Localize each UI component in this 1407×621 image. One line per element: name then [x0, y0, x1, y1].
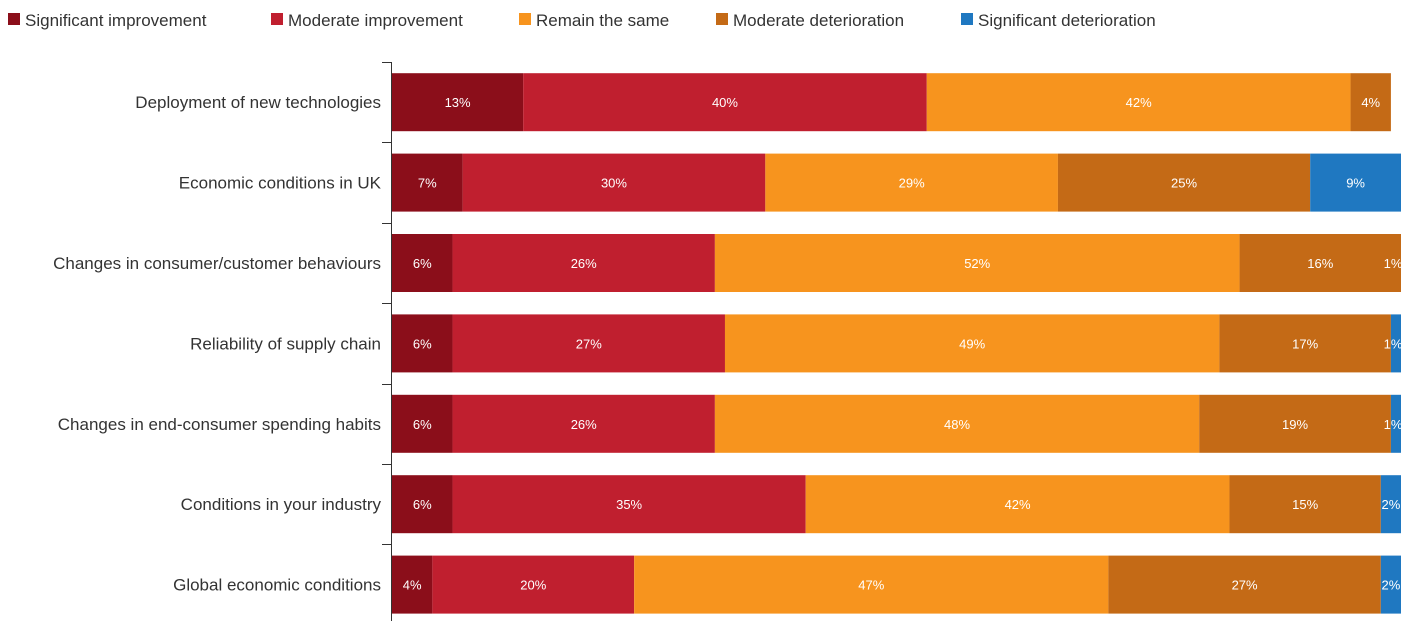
data-label: 40% — [712, 95, 738, 110]
data-label: 25% — [1171, 176, 1197, 191]
legend: Significant improvement Moderate improvem… — [8, 11, 1156, 30]
legend-item: Significant deterioration — [961, 11, 1156, 30]
category-labels: Deployment of new technologies Economic c… — [53, 93, 382, 594]
bar-segment — [1380, 555, 1401, 614]
data-label: 30% — [601, 176, 627, 191]
category-label: Changes in consumer/customer behaviours — [53, 254, 381, 273]
legend-label: Moderate improvement — [288, 11, 463, 30]
legend-label: Significant improvement — [25, 11, 207, 30]
data-label: 6% — [413, 336, 432, 351]
bar-segment — [1239, 234, 1401, 292]
bar-segment — [765, 153, 1058, 212]
data-label: 7% — [418, 176, 437, 191]
data-label: 48% — [944, 417, 970, 432]
data-label: 27% — [1232, 578, 1258, 593]
data-label: 27% — [576, 336, 602, 351]
bar-segment — [805, 475, 1230, 534]
category-label: Global economic conditions — [173, 576, 381, 595]
legend-swatch — [8, 13, 20, 25]
data-label: 35% — [616, 497, 642, 512]
data-label: 1% — [1384, 256, 1403, 271]
bar-segment — [392, 314, 453, 373]
bar-segment — [1219, 314, 1391, 373]
category-label: Economic conditions in UK — [179, 174, 382, 193]
bar-segment — [1057, 153, 1311, 212]
legend-label: Moderate deterioration — [733, 11, 904, 30]
data-label: 6% — [413, 256, 432, 271]
bar-segment — [452, 314, 725, 373]
data-label: 6% — [413, 497, 432, 512]
data-label: 6% — [413, 417, 432, 432]
bar-segment — [714, 234, 1240, 292]
bar-segment — [523, 73, 927, 132]
bar-segment — [1108, 555, 1381, 614]
data-label: 2% — [1382, 578, 1401, 593]
bar-segment — [392, 153, 463, 212]
category-label: Deployment of new technologies — [135, 93, 381, 112]
data-label: 29% — [899, 176, 925, 191]
data-label: 52% — [964, 256, 990, 271]
y-axis — [382, 62, 392, 621]
legend-label: Remain the same — [536, 11, 669, 30]
legend-swatch — [519, 13, 531, 25]
bar-segment — [452, 234, 715, 292]
bar-segment — [1199, 394, 1391, 453]
legend-swatch — [271, 13, 283, 25]
legend-item: Moderate improvement — [271, 11, 463, 30]
category-label: Conditions in your industry — [181, 495, 382, 514]
legend-swatch — [961, 13, 973, 25]
legend-label: Significant deterioration — [978, 11, 1156, 30]
bar-segment — [392, 73, 524, 132]
legend-item: Remain the same — [519, 11, 669, 30]
bar-segment — [1390, 394, 1401, 453]
data-label: 49% — [959, 336, 985, 351]
data-label: 20% — [520, 578, 546, 593]
data-label: 16% — [1307, 256, 1333, 271]
bar-segment — [634, 555, 1109, 614]
bar-segment — [1390, 314, 1401, 373]
data-label: 26% — [571, 256, 597, 271]
legend-item: Significant improvement — [8, 11, 207, 30]
bar-segment — [392, 555, 433, 614]
bar-segment — [1229, 475, 1381, 534]
category-label: Changes in end-consumer spending habits — [58, 415, 381, 434]
bar-segment — [926, 73, 1351, 132]
data-label: 19% — [1282, 417, 1308, 432]
bar-segment — [392, 394, 453, 453]
bar-segment — [392, 234, 453, 292]
data-label: 17% — [1292, 336, 1318, 351]
bar-segment — [1350, 73, 1391, 132]
legend-item: Moderate deterioration — [716, 11, 904, 30]
bar-segment — [724, 314, 1220, 373]
legend-swatch — [716, 13, 728, 25]
data-label: 1% — [1384, 417, 1403, 432]
data-label: 42% — [1005, 497, 1031, 512]
bars: 13% 40% 42% 4% 7% 30% 29% 25% 9% 6% 26% 52% 16% 1% 6% 2… — [392, 73, 1403, 614]
bar-segment — [392, 475, 453, 534]
data-label: 2% — [1382, 497, 1401, 512]
data-label: 1% — [1384, 336, 1403, 351]
data-label: 4% — [403, 578, 422, 593]
data-label: 47% — [858, 578, 884, 593]
bar-segment — [1380, 475, 1401, 534]
data-label: 4% — [1361, 95, 1380, 110]
bar-segment — [1310, 153, 1401, 212]
bar-segment — [432, 555, 635, 614]
data-label: 13% — [445, 95, 471, 110]
data-label: 15% — [1292, 497, 1318, 512]
bar-segment — [714, 394, 1200, 453]
bar-segment — [452, 394, 715, 453]
data-label: 26% — [571, 417, 597, 432]
category-label: Reliability of supply chain — [190, 334, 381, 353]
data-label: 9% — [1346, 176, 1365, 191]
data-label: 42% — [1126, 95, 1152, 110]
bar-segment — [452, 475, 806, 534]
bar-segment — [462, 153, 766, 212]
